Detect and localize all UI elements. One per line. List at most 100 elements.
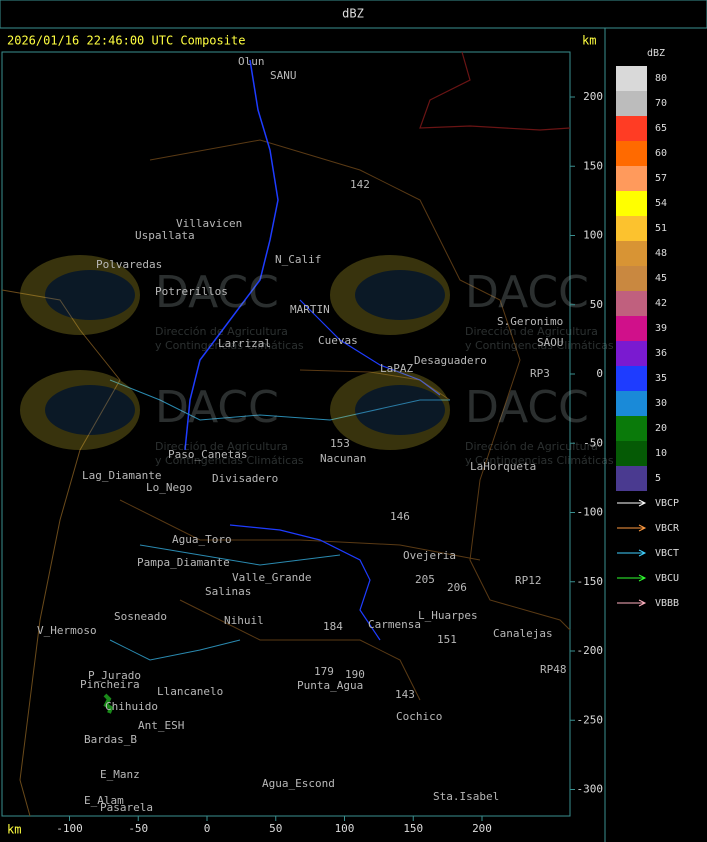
y-tick-label: -100 [577, 506, 604, 519]
watermark-line: y Contingencias Climáticas [465, 339, 614, 352]
km-unit-bottom: km [7, 823, 21, 837]
place-label: 205 [415, 573, 435, 586]
place-label: RP3 [530, 367, 550, 380]
y-tick-label: 200 [583, 90, 603, 103]
legend-value: 48 [655, 248, 667, 259]
place-label: SAOU [537, 336, 564, 349]
watermark-line: Dirección de Agricultura [465, 440, 598, 453]
place-label: SANU [270, 69, 297, 82]
place-label: Chihuido [105, 700, 158, 713]
place-label: Pasarela [100, 801, 153, 814]
watermark-logo [330, 255, 450, 335]
legend-swatch [616, 141, 647, 166]
place-label: 143 [395, 688, 415, 701]
legend-value: 20 [655, 423, 667, 434]
y-tick-label: 0 [596, 367, 603, 380]
place-label: Nacunan [320, 452, 366, 465]
legend-swatch [616, 191, 647, 216]
place-label: MARTIN [290, 303, 330, 316]
place-label: Canalejas [493, 627, 553, 640]
place-label: 184 [323, 620, 343, 633]
legend-swatch [616, 166, 647, 191]
place-label: LaPAZ [380, 362, 413, 375]
place-label: Llancanelo [157, 685, 223, 698]
watermark-line: y Contingencias Climáticas [155, 454, 304, 467]
place-label: Polvaredas [96, 258, 162, 271]
place-label: Agua_Toro [172, 533, 232, 546]
place-label: Lo_Nego [146, 481, 192, 494]
x-tick-label: 150 [403, 822, 423, 835]
legend-arrow [638, 524, 647, 532]
place-label: Cochico [396, 710, 442, 723]
legend-swatch [616, 216, 647, 241]
x-tick-label: 200 [472, 822, 492, 835]
place-label: L_Huarpes [418, 609, 478, 622]
place-label: Pampa_Diamante [137, 556, 230, 569]
watermark-line: Dirección de Agricultura [465, 325, 598, 338]
watermark-name: DACC [465, 382, 589, 433]
legend-value: 70 [655, 98, 667, 109]
km-unit-top: km [582, 34, 596, 48]
place-label: Divisadero [212, 472, 278, 485]
legend-line-label: VBCT [655, 548, 679, 559]
legend-value: 10 [655, 448, 667, 459]
legend-title: dBZ [647, 48, 665, 59]
legend-arrow [638, 499, 647, 507]
watermark-logo-inner [355, 270, 445, 320]
legend-swatch [616, 391, 647, 416]
place-label: Lag_Diamante [82, 469, 161, 482]
place-label: S.Geronimo [497, 315, 563, 328]
legend-value: 80 [655, 73, 667, 84]
legend-line-label: VBCR [655, 523, 680, 534]
place-label: Ant_ESH [138, 719, 184, 732]
legend-swatch [616, 416, 647, 441]
legend-value: 30 [655, 398, 667, 409]
legend-swatch [616, 91, 647, 116]
header-bar [0, 0, 707, 29]
place-label: 142 [350, 178, 370, 191]
place-label: Ovejeria [403, 549, 456, 562]
place-label: Pincheira [80, 678, 140, 691]
place-label: Salinas [205, 585, 251, 598]
legend-value: 51 [655, 223, 667, 234]
legend-swatch [616, 466, 647, 491]
legend-swatch [616, 241, 647, 266]
place-label: Villavicen [176, 217, 242, 230]
legend-value: 45 [655, 273, 667, 284]
legend-value: 5 [655, 473, 661, 484]
legend-value: 42 [655, 298, 667, 309]
legend-swatch [616, 291, 647, 316]
place-label: Cuevas [318, 334, 358, 347]
watermark-name: DACC [465, 267, 589, 318]
timestamp: 2026/01/16 22:46:00 UTC Composite [7, 34, 245, 48]
x-tick-label: 100 [335, 822, 355, 835]
y-tick-label: 100 [583, 229, 603, 242]
x-tick-label: 0 [204, 822, 211, 835]
legend-swatch [616, 341, 647, 366]
legend-arrow [638, 549, 647, 557]
place-label: RP48 [540, 663, 567, 676]
header-title: dBZ [342, 7, 364, 21]
legend-value: 65 [655, 123, 667, 134]
place-label: Sosneado [114, 610, 167, 623]
place-label: LaHorqueta [470, 460, 536, 473]
place-label: P_Jurado [88, 669, 141, 682]
place-label: Olun [238, 55, 265, 68]
watermark-logo-inner [45, 270, 135, 320]
place-label: N_Calif [275, 253, 321, 266]
place-label: Carmensa [368, 618, 421, 631]
place-label: Desaguadero [414, 354, 487, 367]
legend-value: 36 [655, 348, 667, 359]
place-label: 151 [437, 633, 457, 646]
legend-arrow [638, 574, 647, 582]
place-label: 179 [314, 665, 334, 678]
y-tick-label: 50 [590, 298, 603, 311]
watermark-logo [20, 255, 140, 335]
place-label: 146 [390, 510, 410, 523]
legend-swatch [616, 441, 647, 466]
